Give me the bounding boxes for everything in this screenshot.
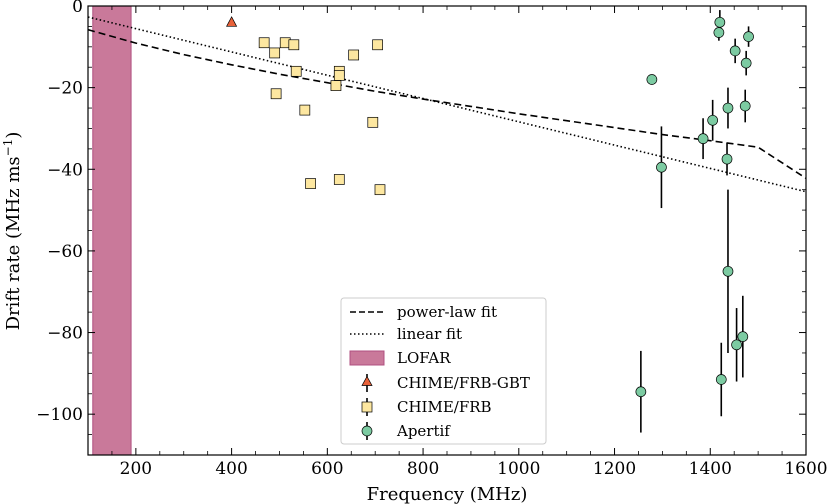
chime-frb-point (269, 47, 281, 59)
apertif-point (739, 100, 751, 112)
apertif-point (707, 114, 719, 126)
linear-fit-line (88, 16, 806, 193)
chime-frb-point (305, 178, 316, 189)
apertif-point (635, 386, 647, 398)
legend-label-lofar: LOFAR (397, 349, 451, 367)
x-tick-label: 1400 (689, 459, 732, 479)
apertif-point (714, 16, 726, 28)
x-tick-label: 1600 (784, 459, 827, 479)
points-layer (226, 16, 754, 398)
fit-lines-layer (88, 16, 806, 193)
apertif-point (713, 27, 725, 38)
y-tick-label: −60 (47, 242, 83, 262)
apertif-point (721, 153, 733, 165)
chime-frb-point (372, 39, 383, 51)
x-axis-label: Frequency (MHz) (367, 484, 528, 504)
legend-label-power-law: power-law fit (397, 303, 497, 321)
y-tick-label: 0 (72, 0, 83, 17)
x-tick-label: 800 (407, 459, 439, 479)
chime-frb-point (290, 65, 302, 77)
chime-frb-point (374, 184, 386, 196)
apertif-point (722, 102, 734, 114)
y-tick-label: −80 (47, 324, 83, 344)
apertif-point (697, 133, 709, 145)
legend-marker-chime (361, 401, 373, 413)
chime-frb-point (299, 104, 311, 116)
chime-frb-point (288, 39, 300, 51)
chime-frb-point (258, 37, 270, 49)
apertif-point (656, 161, 667, 173)
y-tick-label: −40 (47, 160, 83, 180)
apertif-point (729, 45, 741, 57)
y-axis-label: Drift rate (MHz ms−1) (1, 132, 24, 331)
ticks-layer: 200 400 600 800 1000 1200 1400 1600 0 −20 −40 −60 −8… (36, 0, 827, 479)
legend-marker-apertif (361, 425, 373, 437)
lofar-band (92, 6, 132, 455)
x-tick-label: 200 (120, 459, 152, 479)
apertif-point (715, 374, 727, 385)
x-tick-label: 600 (311, 459, 343, 479)
y-tick-label: −20 (47, 79, 83, 99)
chime-frb-gbt-point (226, 16, 238, 27)
legend-frame (340, 297, 547, 445)
apertif-point (740, 57, 752, 69)
lofar-band-layer (92, 6, 132, 455)
x-tick-label: 400 (215, 459, 247, 479)
legend-label-apertif: Apertif (396, 422, 451, 440)
chime-frb-point (330, 80, 342, 91)
chime-frb-point (333, 174, 345, 185)
legend-swatch-lofar (349, 350, 385, 366)
legend-label-linear: linear fit (397, 325, 462, 343)
x-tick-label: 1200 (593, 459, 636, 479)
x-tick-label: 1000 (497, 459, 540, 479)
apertif-point (737, 331, 749, 342)
chime-frb-point (270, 88, 282, 100)
y-tick-label: −100 (36, 405, 83, 425)
legend-label-gbt: CHIME/FRB-GBT (397, 374, 530, 392)
power-law-fit-line (88, 28, 806, 179)
chime-frb-point (348, 49, 360, 61)
chime-frb-point (367, 116, 379, 128)
apertif-point (722, 265, 734, 277)
legend: power-law fit linear fit LOFAR CHIME/FRB… (340, 297, 547, 445)
legend-marker-gbt (361, 375, 373, 386)
chime-frb-point (333, 70, 345, 81)
apertif-point (743, 31, 754, 42)
apertif-point (731, 339, 742, 351)
legend-label-chime: CHIME/FRB (397, 398, 492, 416)
apertif-point (646, 74, 658, 85)
